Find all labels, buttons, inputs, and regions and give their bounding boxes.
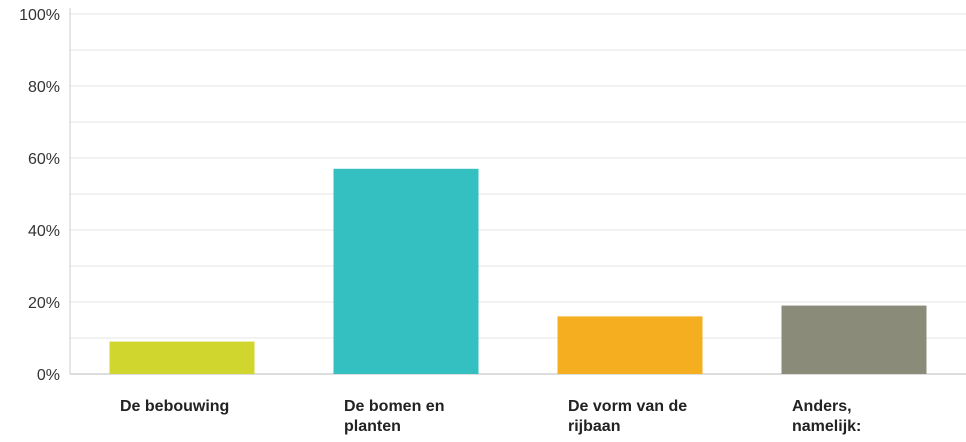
bar xyxy=(333,168,479,374)
y-tick-label: 60% xyxy=(28,151,60,168)
y-tick-label: 0% xyxy=(37,367,60,384)
x-tick-label: De vorm van de rijbaan xyxy=(568,398,688,435)
x-tick-label: Anders, namelijk: xyxy=(792,398,862,435)
y-tick-label: 40% xyxy=(28,223,60,240)
bar xyxy=(109,341,255,374)
x-tick-label: De bebouwing xyxy=(120,398,230,415)
x-tick-label: De bomen en planten xyxy=(344,398,445,435)
y-tick-label: 20% xyxy=(28,295,60,312)
y-tick-label: 100% xyxy=(19,7,60,24)
y-tick-label: 80% xyxy=(28,79,60,96)
bar xyxy=(557,316,703,374)
bar xyxy=(781,305,927,374)
